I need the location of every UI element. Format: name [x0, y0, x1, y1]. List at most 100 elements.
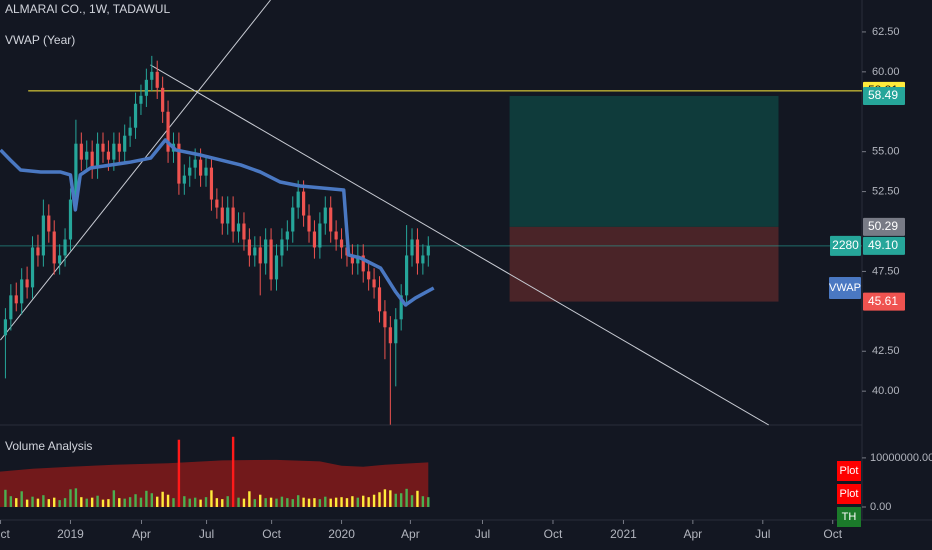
volume-bar	[394, 493, 397, 507]
volume-bar	[150, 493, 153, 507]
volume-bar	[4, 489, 7, 507]
volume-bar	[367, 497, 370, 507]
chart-title: ALMARAI CO., 1W, TADAWUL	[5, 2, 170, 16]
volume-bar	[399, 493, 403, 507]
volume-bar	[90, 497, 94, 507]
volume-bar	[128, 497, 132, 507]
volume-y-tick-label: 0.00	[870, 501, 891, 513]
volume-bar	[156, 496, 159, 507]
countdown: 2280	[832, 238, 859, 252]
candle-body	[377, 287, 382, 312]
x-tick-label: Jul	[199, 527, 214, 541]
volume-bar	[221, 499, 224, 507]
volume-bar	[36, 498, 40, 507]
candle-body	[323, 207, 327, 224]
candle-body	[334, 231, 338, 240]
candle-body	[9, 295, 13, 320]
y-tick-label: 52.50	[872, 185, 900, 197]
volume-bar	[53, 497, 56, 507]
candle-body	[161, 87, 165, 112]
volume-bar	[20, 491, 23, 507]
volume-bar	[172, 498, 175, 507]
volume-legend: Plot	[840, 488, 859, 500]
candle-body	[68, 199, 73, 240]
volume-bar	[101, 499, 105, 507]
volume-bar	[383, 489, 387, 507]
x-tick-label: Jul	[755, 527, 770, 541]
candle-body	[58, 255, 62, 264]
candle-body	[74, 143, 78, 200]
indicator-label: VWAP (Year)	[5, 33, 75, 47]
volume-legend-bg	[837, 461, 861, 481]
volume-bar	[334, 497, 338, 507]
candle-body	[139, 95, 143, 104]
candle-body	[242, 223, 246, 240]
volume-bar	[188, 498, 191, 507]
candle-body	[128, 127, 132, 136]
volume-bar	[362, 495, 365, 507]
volume-bar	[15, 498, 18, 507]
price-label-bg	[863, 292, 905, 311]
x-tick-label: Apr	[684, 527, 703, 541]
volume-bar	[378, 492, 381, 507]
price-label: 50.29	[868, 219, 898, 233]
y-tick-label: 47.50	[872, 265, 900, 277]
volume-bar	[112, 490, 116, 507]
marks	[0, 0, 862, 507]
candle-body	[312, 231, 317, 248]
volume-bar	[215, 498, 219, 507]
volume-bar	[307, 498, 311, 507]
candle-body	[112, 143, 116, 160]
volume-bar	[269, 497, 273, 507]
volume-bar	[47, 499, 50, 507]
volume-bar	[345, 498, 349, 507]
volume-ma-area	[0, 459, 429, 507]
volume-bar	[25, 499, 29, 507]
candle-body	[253, 247, 257, 256]
candle-body	[150, 71, 154, 80]
vwap-line	[0, 138, 435, 307]
volume-bar	[340, 497, 343, 507]
volume-bar	[96, 495, 99, 507]
candle-body	[247, 239, 251, 256]
volume-bar	[280, 496, 284, 507]
volume-legend-bg	[837, 484, 861, 504]
x-tick-label: Jul	[475, 527, 490, 541]
y-tick-label: 62.50	[872, 26, 900, 38]
price-label: 58.49	[868, 88, 898, 102]
candle-body	[85, 151, 89, 160]
volume-bar	[405, 488, 408, 507]
volume-bar	[74, 488, 78, 507]
volume-bar	[210, 490, 213, 507]
vwap-label-bg	[829, 277, 861, 300]
candle-body	[231, 207, 235, 232]
trendline	[150, 64, 770, 426]
volume-bar	[118, 498, 121, 507]
volume-bar	[264, 498, 267, 507]
candle-body	[155, 71, 159, 88]
candle-body	[405, 255, 409, 296]
x-tick-label: 2019	[57, 527, 84, 541]
candle-body	[52, 231, 56, 264]
volume-bar	[427, 497, 430, 507]
candle-body	[361, 255, 365, 272]
candle-body	[285, 231, 289, 240]
candle-body	[25, 279, 29, 288]
candle-body	[226, 207, 230, 224]
position-profit	[509, 95, 779, 227]
candle-body	[198, 159, 203, 176]
candle-body	[372, 279, 376, 288]
candle-body	[258, 247, 262, 264]
x-tick-label: Oct	[262, 527, 281, 541]
candle-body	[79, 143, 83, 160]
volume-bar	[324, 496, 327, 507]
volume-bar	[259, 494, 262, 507]
candle-body	[426, 245, 430, 256]
volume-bar	[204, 497, 208, 507]
candle-body	[95, 143, 100, 168]
x-tick-label: Oct	[823, 527, 842, 541]
candle-body	[47, 215, 51, 232]
volume-bar	[248, 491, 251, 507]
candle-body	[394, 319, 398, 344]
